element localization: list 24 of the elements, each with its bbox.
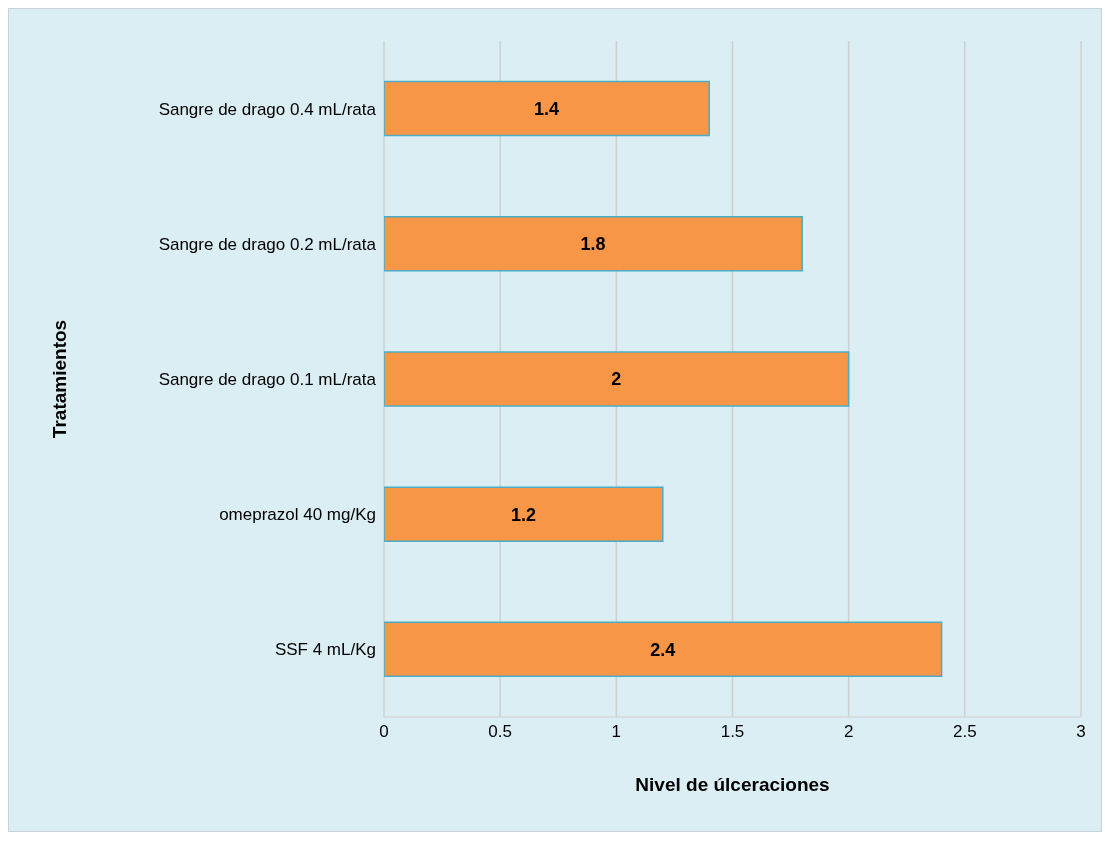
data-label: 1.8 — [580, 234, 606, 255]
bar — [384, 351, 850, 407]
bar — [384, 486, 664, 542]
y-tick-label: SSF 4 mL/Kg — [274, 640, 376, 660]
x-axis-title: Nivel de úlceraciones — [635, 774, 830, 795]
data-label: 1.4 — [534, 98, 560, 119]
data-label: 2 — [611, 369, 622, 390]
y-tick-label: Sangre de drago 0.1 mL/rata — [158, 370, 377, 390]
bar — [384, 80, 711, 137]
x-tick-label: 1.5 — [720, 722, 745, 742]
bar — [384, 621, 943, 678]
y-tick-label: omeprazol 40 mg/Kg — [219, 505, 376, 525]
x-tick-label: 0 — [379, 722, 389, 742]
y-axis-title: Tratamientos — [48, 319, 70, 439]
x-tick-label: 2 — [843, 722, 854, 742]
x-tick-label: 2.5 — [953, 722, 977, 742]
y-tick-label: Sangre de drago 0.2 mL/rata — [158, 234, 377, 254]
data-label: 2.4 — [650, 639, 676, 660]
x-tick-label: 3 — [1076, 722, 1086, 742]
y-tick-label: Sangre de drago 0.4 mL/rata — [158, 99, 377, 119]
x-tick-label: 0.5 — [488, 722, 512, 742]
bar — [384, 216, 803, 272]
data-label: 1.2 — [510, 504, 536, 525]
x-tick-label: 1 — [611, 722, 622, 742]
